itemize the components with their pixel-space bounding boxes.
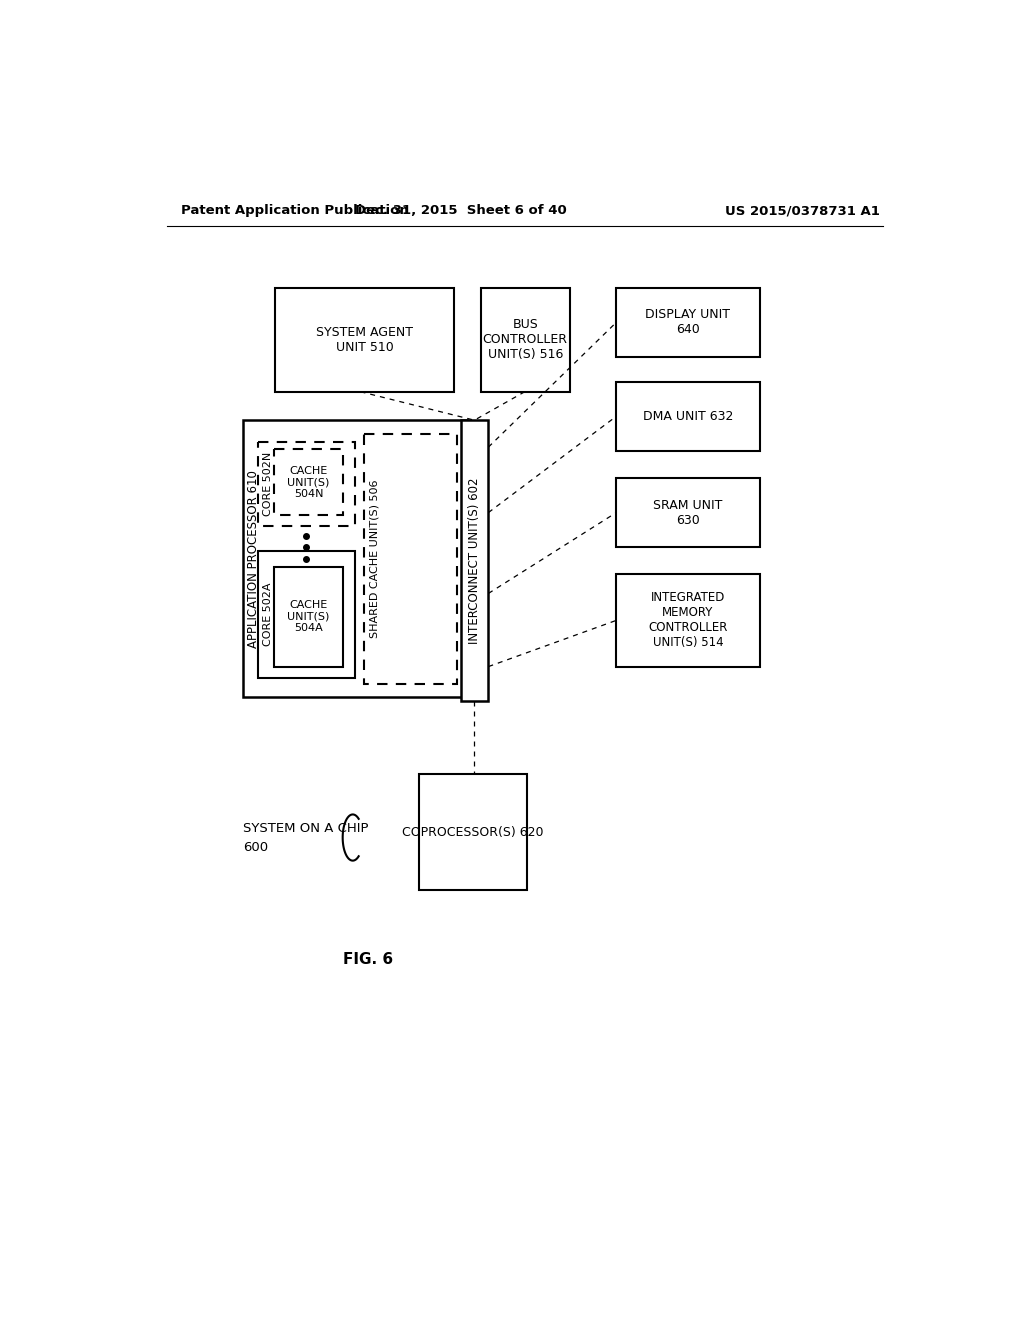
Text: BUS
CONTROLLER
UNIT(S) 516: BUS CONTROLLER UNIT(S) 516: [482, 318, 567, 362]
Bar: [616, 288, 760, 356]
Text: US 2015/0378731 A1: US 2015/0378731 A1: [725, 205, 880, 218]
Bar: [273, 566, 343, 667]
Text: CACHE
UNIT(S)
504N: CACHE UNIT(S) 504N: [288, 466, 330, 499]
Text: SYSTEM AGENT
UNIT 510: SYSTEM AGENT UNIT 510: [315, 326, 413, 354]
Bar: [275, 288, 454, 392]
Bar: [616, 478, 760, 548]
Text: 600: 600: [243, 841, 268, 854]
Bar: [365, 434, 458, 684]
Text: SHARED CACHE UNIT(S) 506: SHARED CACHE UNIT(S) 506: [370, 480, 380, 639]
Text: Patent Application Publication: Patent Application Publication: [180, 205, 409, 218]
Text: INTERCONNECT UNIT(S) 602: INTERCONNECT UNIT(S) 602: [468, 478, 481, 644]
Text: Dec. 31, 2015  Sheet 6 of 40: Dec. 31, 2015 Sheet 6 of 40: [355, 205, 567, 218]
Text: CACHE
UNIT(S)
504A: CACHE UNIT(S) 504A: [288, 601, 330, 634]
Bar: [243, 420, 467, 697]
Text: INTEGRATED
MEMORY
CONTROLLER
UNIT(S) 514: INTEGRATED MEMORY CONTROLLER UNIT(S) 514: [648, 591, 728, 649]
Bar: [616, 381, 760, 451]
Bar: [480, 288, 569, 392]
Text: DMA UNIT 632: DMA UNIT 632: [643, 409, 733, 422]
Text: SYSTEM ON A CHIP: SYSTEM ON A CHIP: [243, 822, 369, 834]
Text: CORE 502N: CORE 502N: [263, 451, 273, 516]
Text: APPLICATION PROCESSOR 610: APPLICATION PROCESSOR 610: [247, 470, 260, 648]
Text: CORE 502A: CORE 502A: [263, 583, 273, 647]
Text: DISPLAY UNIT
640: DISPLAY UNIT 640: [645, 309, 730, 337]
Bar: [258, 442, 355, 527]
Bar: [461, 420, 488, 701]
Bar: [616, 574, 760, 667]
Text: SRAM UNIT
630: SRAM UNIT 630: [653, 499, 723, 527]
Text: FIG. 6: FIG. 6: [343, 952, 393, 966]
Bar: [273, 449, 343, 515]
Text: COPROCESSOR(S) 620: COPROCESSOR(S) 620: [402, 825, 544, 838]
Bar: [258, 552, 355, 678]
Bar: [419, 775, 527, 890]
